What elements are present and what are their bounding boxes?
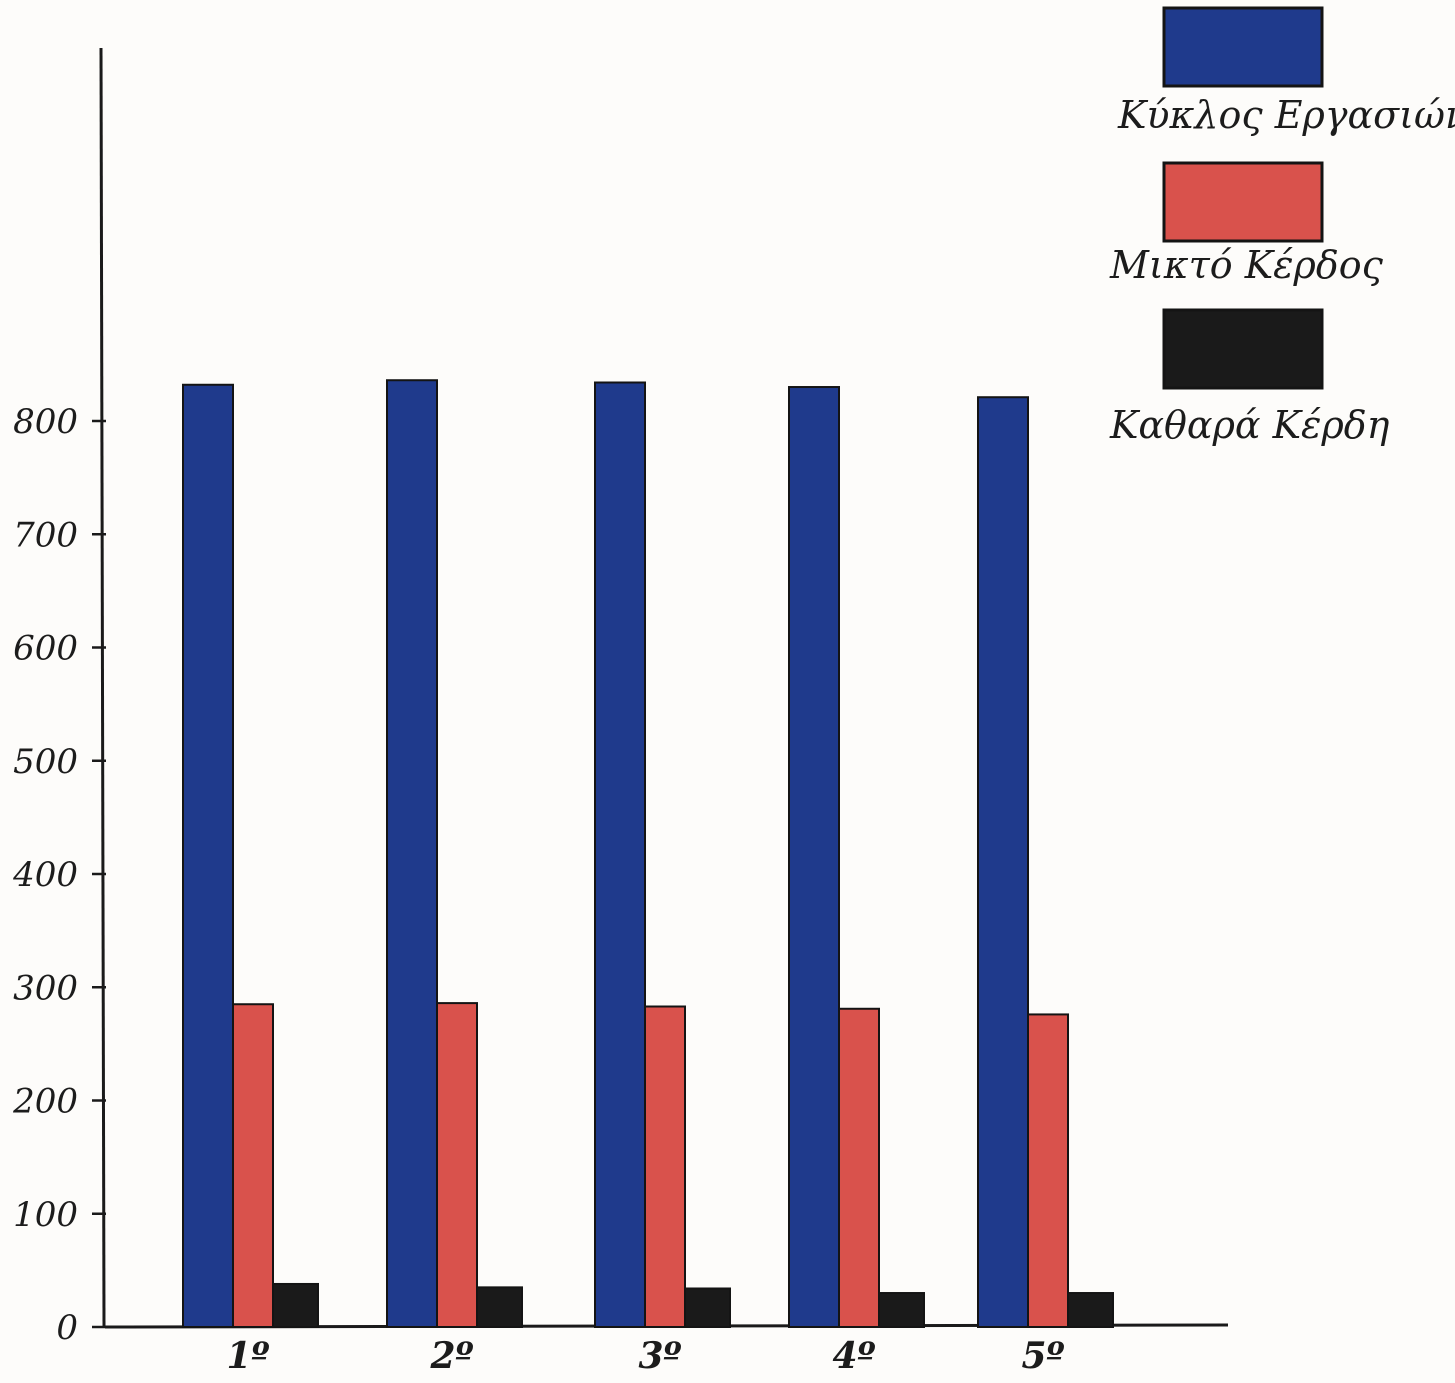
x-tick-label: 5º xyxy=(1021,1335,1064,1377)
bar-series-1-cat-4 xyxy=(788,386,840,1328)
legend-swatch-1 xyxy=(1162,6,1324,88)
x-tick-label: 2º xyxy=(429,1335,473,1377)
bar-series-1-cat-2 xyxy=(386,379,438,1329)
legend-label-3: Καθαρά Κέρδη xyxy=(1109,403,1390,447)
y-axis-line xyxy=(99,47,106,1328)
bar-series-2-cat-4 xyxy=(838,1007,880,1329)
x-tick-label: 3º xyxy=(638,1335,681,1377)
bar-series-1-cat-3 xyxy=(594,381,646,1328)
bar-series-3-cat-4 xyxy=(878,1292,925,1329)
y-tick-label: 300 xyxy=(13,968,78,1008)
y-tick-label: 0 xyxy=(56,1308,78,1348)
bar-series-2-cat-5 xyxy=(1027,1013,1069,1328)
y-tick-label: 600 xyxy=(13,629,78,669)
y-tick-label: 200 xyxy=(12,1082,78,1122)
x-tick-label: 4º xyxy=(832,1335,875,1377)
legend-swatch-2 xyxy=(1162,161,1324,243)
bar-series-3-cat-3 xyxy=(684,1287,731,1328)
legend-swatch-3 xyxy=(1162,308,1324,390)
legend-label-1: Κύκλος Εργασιών xyxy=(1117,93,1455,137)
y-tick-label: 500 xyxy=(13,742,78,782)
bar-series-2-cat-2 xyxy=(436,1002,478,1328)
bars xyxy=(182,379,1114,1329)
y-tick-label: 400 xyxy=(12,855,78,895)
legend-label-2: Μικτό Κέρδος xyxy=(1109,243,1384,287)
x-tick-label: 1º xyxy=(226,1335,269,1377)
bar-series-1-cat-1 xyxy=(182,383,234,1328)
bar-series-3-cat-5 xyxy=(1067,1292,1114,1329)
bar-series-2-cat-3 xyxy=(644,1005,686,1328)
axes: 0 100 200 300 400 500 600 700 800 1º 2º 3º 4º 5º xyxy=(12,47,1229,1377)
y-tick-label: 800 xyxy=(13,402,78,442)
bar-series-2-cat-1 xyxy=(232,1003,274,1328)
bar-series-3-cat-1 xyxy=(272,1282,319,1328)
y-tick-label: 100 xyxy=(13,1195,78,1235)
bar-series-3-cat-2 xyxy=(476,1286,523,1329)
legend: Κύκλος Εργασιών Μικτό Κέρδος Καθαρά Κέρδη xyxy=(1109,6,1455,447)
y-tick-label: 700 xyxy=(13,515,78,555)
bar-series-1-cat-5 xyxy=(977,396,1029,1328)
